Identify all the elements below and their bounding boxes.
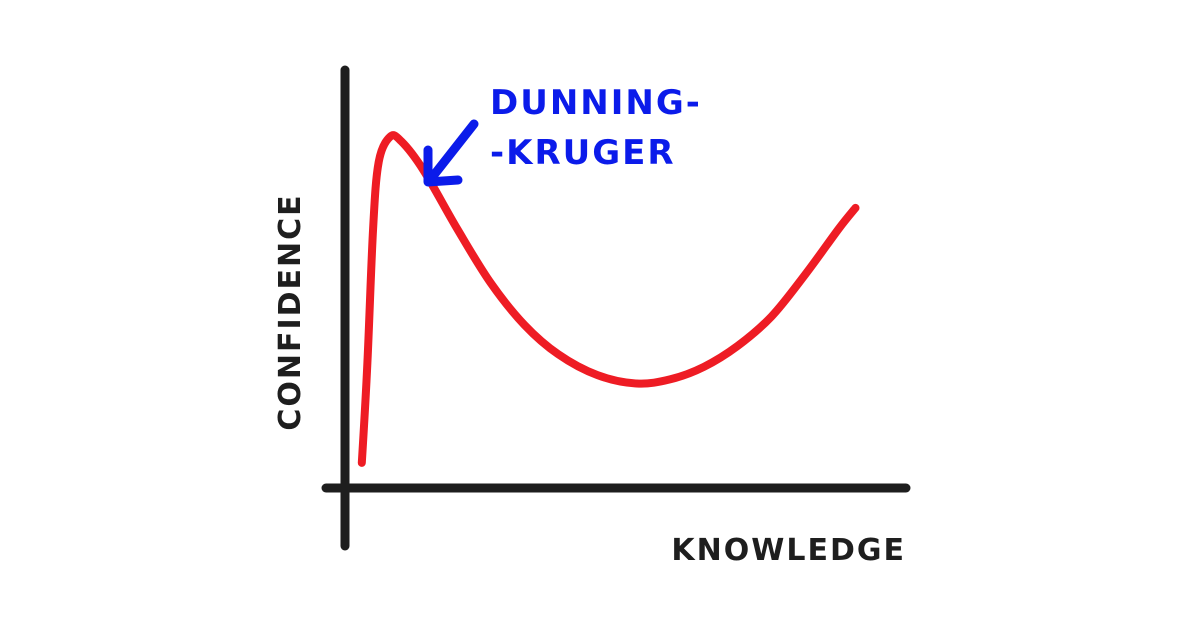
- annotation-line-1: DUNNING-: [490, 83, 702, 123]
- arrow-head: [423, 145, 463, 187]
- arrow-shaft: [425, 119, 479, 185]
- confidence-curve: [357, 131, 860, 467]
- annotation-arrow: [423, 119, 479, 187]
- y-axis-label: CONFIDENCE: [273, 193, 308, 430]
- x-axis-label: KNOWLEDGE: [671, 533, 906, 568]
- annotation-line-2: -KRUGER: [490, 133, 676, 173]
- dunning-kruger-annotation: DUNNING- -KRUGER: [423, 83, 702, 187]
